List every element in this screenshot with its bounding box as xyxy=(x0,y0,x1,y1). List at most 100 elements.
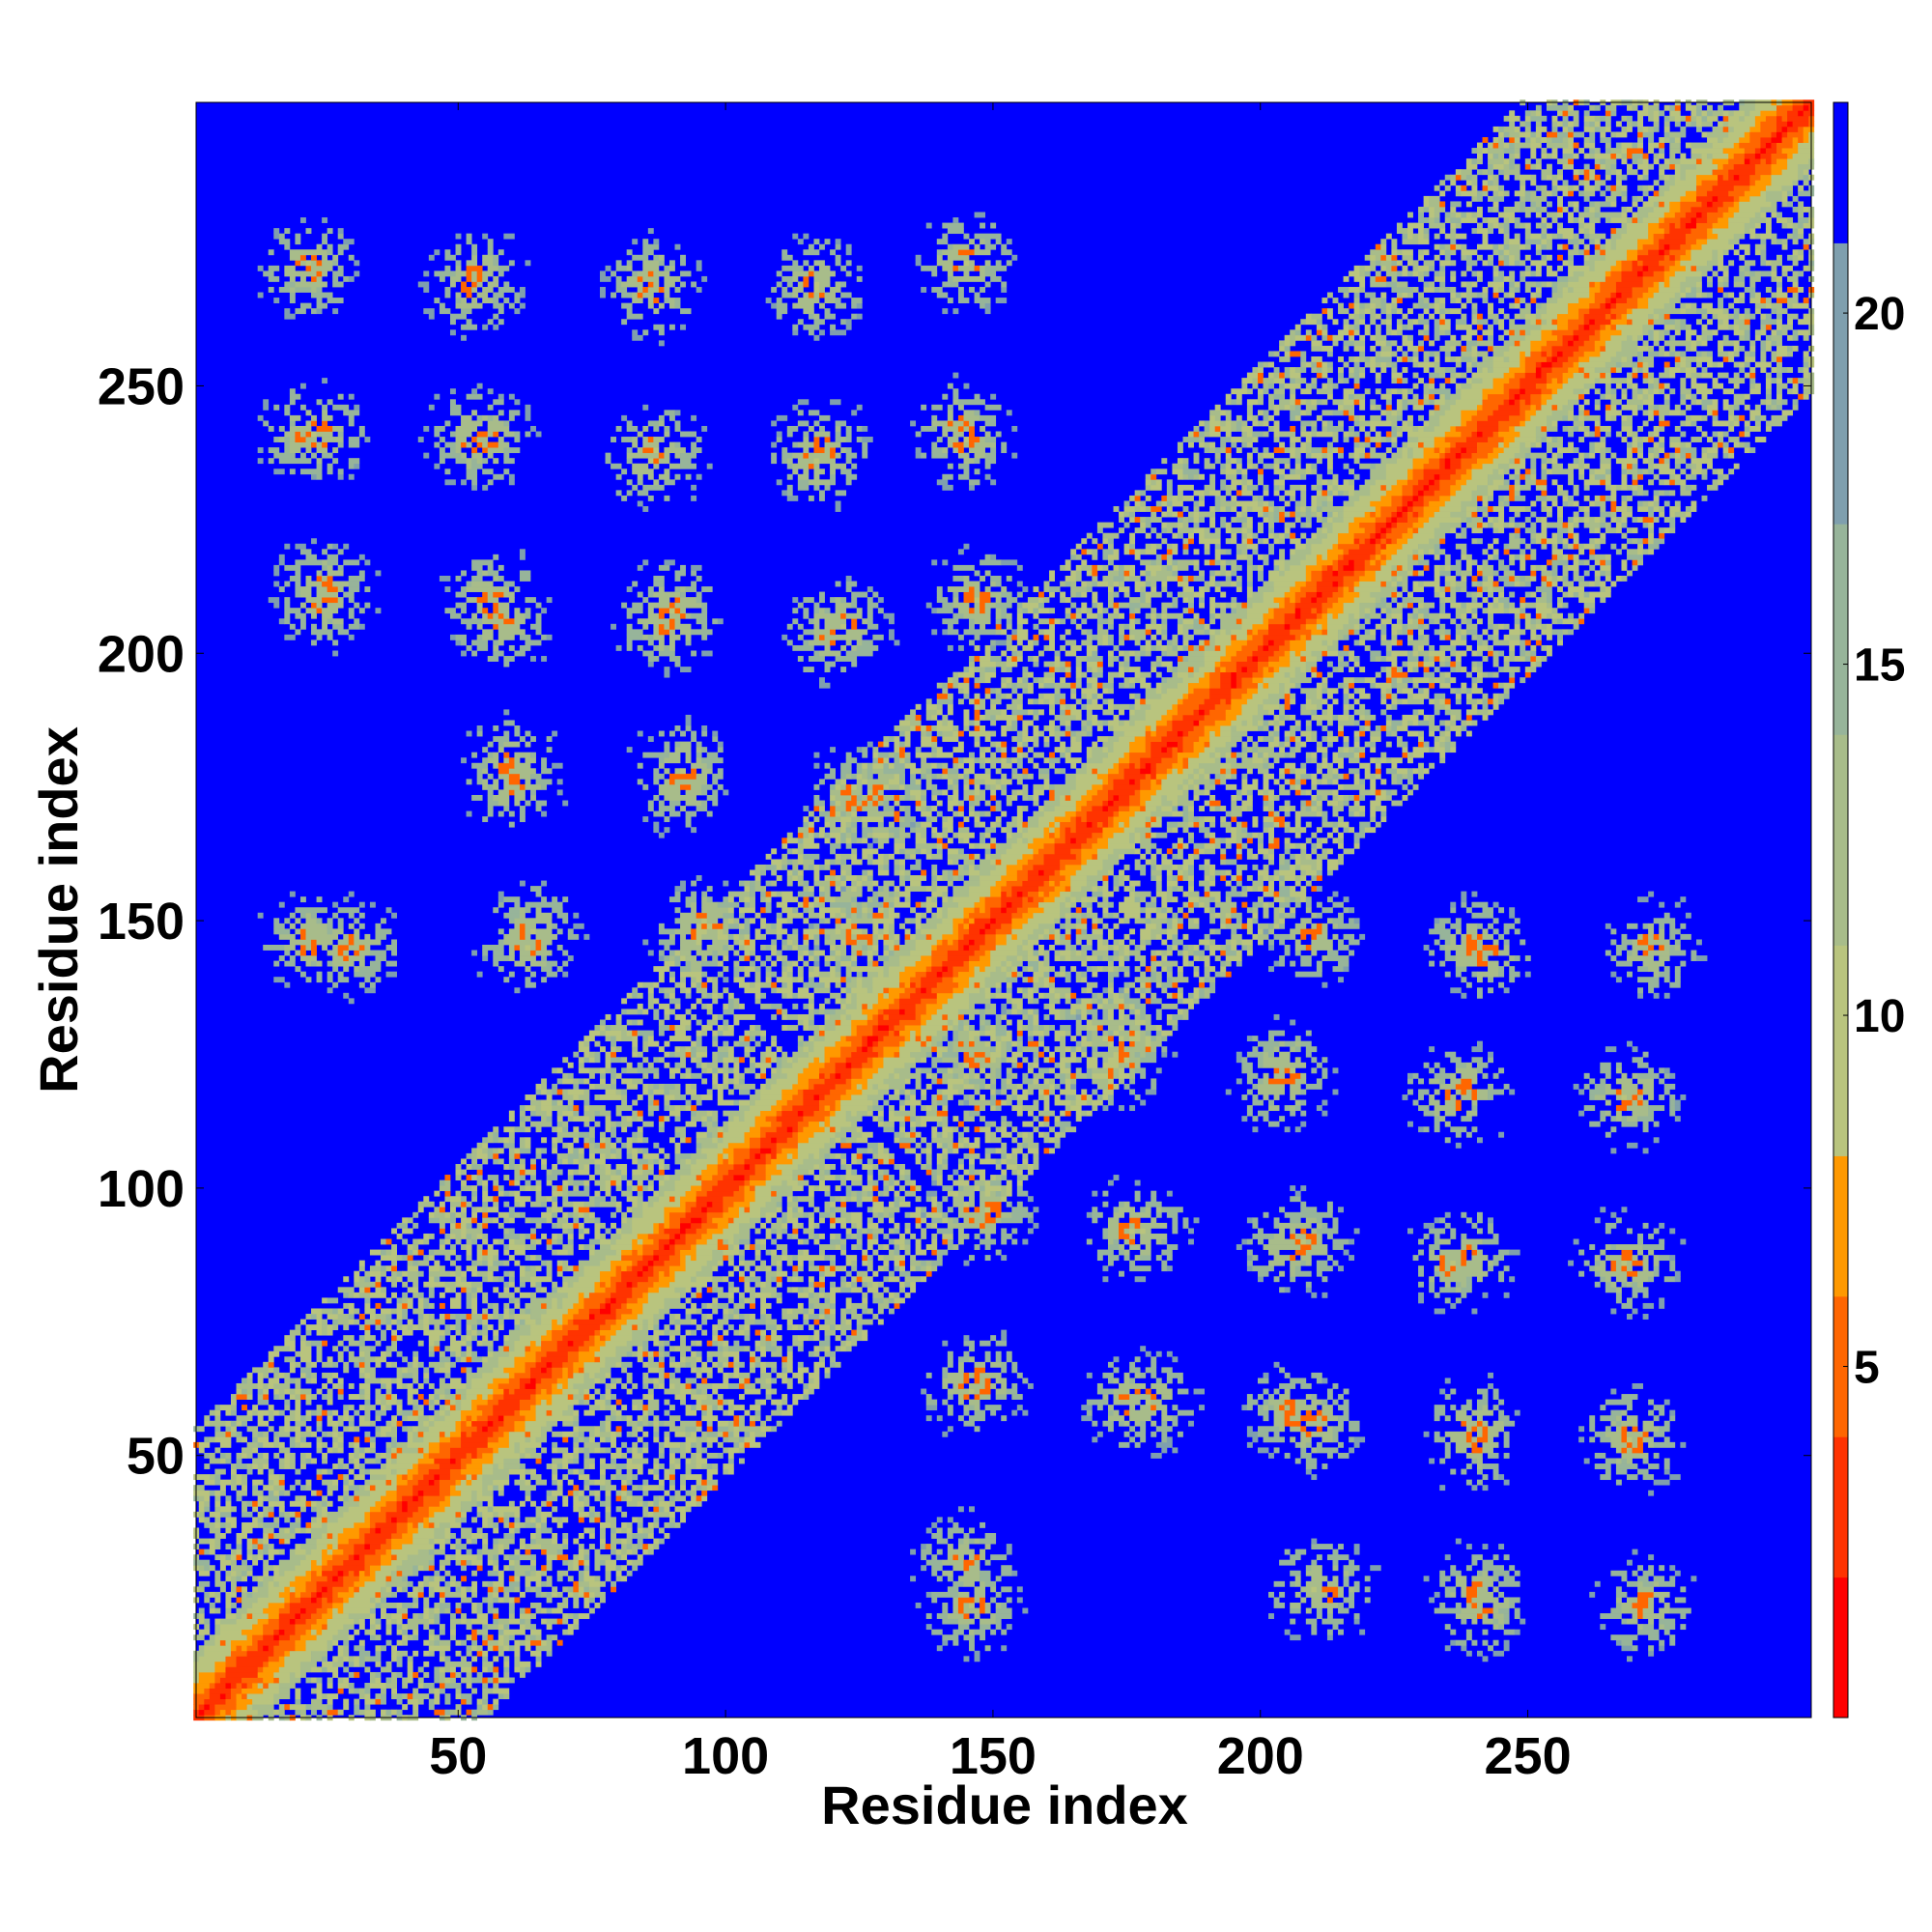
heatmap-cell xyxy=(1102,1276,1109,1283)
heatmap-cell xyxy=(476,1474,483,1481)
heatmap-cell xyxy=(974,1372,980,1378)
heatmap-cell xyxy=(519,1382,526,1389)
heatmap-cell xyxy=(792,1265,799,1272)
heatmap-cell xyxy=(257,1580,264,1587)
heatmap-cell xyxy=(611,1580,616,1587)
heatmap-cell xyxy=(1326,1613,1333,1619)
heatmap-cell xyxy=(1450,1302,1457,1309)
heatmap-cell xyxy=(1332,1559,1339,1566)
heatmap-cell xyxy=(691,1361,697,1368)
heatmap-cell xyxy=(1663,1463,1670,1469)
heatmap-cell xyxy=(556,1591,563,1598)
heatmap-cell xyxy=(637,1415,643,1422)
heatmap-cell xyxy=(1113,1409,1120,1416)
heatmap-cell xyxy=(1294,1458,1301,1464)
heatmap-cell xyxy=(556,1340,569,1347)
heatmap-cell xyxy=(369,1624,376,1631)
heatmap-cell xyxy=(674,1287,686,1293)
heatmap-cell xyxy=(396,1586,403,1593)
heatmap-cell xyxy=(482,1452,494,1459)
heatmap-cell xyxy=(668,1346,675,1352)
heatmap-cell xyxy=(487,1506,494,1513)
heatmap-cell xyxy=(327,1521,355,1528)
heatmap-cell xyxy=(1273,1388,1280,1395)
heatmap-cell xyxy=(1439,1249,1462,1256)
heatmap-cell xyxy=(1321,1463,1328,1469)
heatmap-cell xyxy=(621,1441,628,1448)
heatmap-cell xyxy=(567,1265,574,1272)
heatmap-cell xyxy=(284,1415,291,1422)
heatmap-cell xyxy=(760,1346,767,1352)
heatmap-cell xyxy=(637,1314,654,1320)
heatmap-cell xyxy=(867,1255,873,1262)
heatmap-cell xyxy=(412,1474,424,1481)
heatmap-cell xyxy=(412,1565,419,1572)
heatmap-cell xyxy=(466,1244,472,1250)
heatmap-cell xyxy=(658,1378,665,1384)
heatmap-cell xyxy=(974,1559,980,1566)
heatmap-cell xyxy=(482,1666,489,1673)
heatmap-cell xyxy=(562,1474,569,1481)
heatmap-cell xyxy=(744,1260,755,1266)
heatmap-cell xyxy=(600,1260,611,1266)
heatmap-cell xyxy=(588,1436,595,1443)
heatmap-cell xyxy=(434,1415,445,1422)
heatmap-cell xyxy=(487,1441,510,1448)
heatmap-cell xyxy=(733,1287,740,1293)
heatmap-cell xyxy=(198,1511,205,1518)
heatmap-cell xyxy=(845,1346,852,1352)
heatmap-cell xyxy=(530,1554,536,1561)
heatmap-cell xyxy=(209,1527,221,1534)
heatmap-cell xyxy=(621,1511,628,1518)
heatmap-cell xyxy=(1151,1399,1162,1406)
heatmap-cell xyxy=(664,1302,686,1309)
heatmap-cell xyxy=(535,1399,542,1406)
heatmap-cell xyxy=(824,1292,831,1298)
heatmap-cell xyxy=(461,1287,467,1293)
heatmap-cell xyxy=(808,1382,820,1389)
heatmap-cell xyxy=(482,1463,494,1469)
heatmap-cell xyxy=(461,1415,467,1422)
heatmap-cell xyxy=(369,1671,376,1678)
heatmap-cell xyxy=(268,1683,280,1689)
heatmap-cell xyxy=(717,1302,729,1309)
heatmap-cell xyxy=(455,1350,462,1357)
heatmap-cell xyxy=(385,1639,392,1646)
heatmap-cell xyxy=(632,1426,639,1433)
heatmap-cell xyxy=(278,1431,291,1437)
heatmap-cell xyxy=(252,1458,270,1464)
heatmap-cell xyxy=(556,1479,563,1486)
heatmap-cell xyxy=(466,1538,472,1545)
heatmap-cell xyxy=(354,1458,360,1464)
heatmap-cell xyxy=(626,1533,633,1539)
heatmap-cell xyxy=(904,1292,911,1298)
heatmap-cell xyxy=(1300,1447,1307,1454)
heatmap-cell xyxy=(412,1671,419,1678)
heatmap-cell xyxy=(658,1255,670,1262)
heatmap-cell xyxy=(434,1607,440,1614)
heatmap-cell xyxy=(1326,1415,1339,1422)
heatmap-cell xyxy=(482,1683,489,1689)
heatmap-cell xyxy=(1461,1244,1467,1250)
heatmap-cell xyxy=(246,1544,253,1549)
heatmap-cell xyxy=(1096,1405,1103,1411)
heatmap-cell xyxy=(337,1378,344,1384)
heatmap-cell xyxy=(471,1302,478,1309)
heatmap-cell xyxy=(514,1586,521,1593)
heatmap-cell xyxy=(792,1287,799,1293)
heatmap-cell xyxy=(974,1405,980,1411)
heatmap-cell xyxy=(493,1452,521,1459)
heatmap-cell xyxy=(701,1367,713,1374)
heatmap-cell xyxy=(434,1458,451,1464)
heatmap-cell xyxy=(493,1335,499,1342)
heatmap-cell xyxy=(845,1340,852,1347)
heatmap-cell xyxy=(204,1688,211,1694)
heatmap-cell xyxy=(219,1441,232,1448)
heatmap-cell xyxy=(600,1324,611,1330)
heatmap-cell xyxy=(327,1586,333,1593)
heatmap-cell xyxy=(236,1394,247,1400)
heatmap-cell xyxy=(738,1255,745,1262)
heatmap-cell xyxy=(1492,1624,1499,1631)
heatmap-cell xyxy=(803,1319,810,1325)
heatmap-cell xyxy=(193,1474,211,1481)
